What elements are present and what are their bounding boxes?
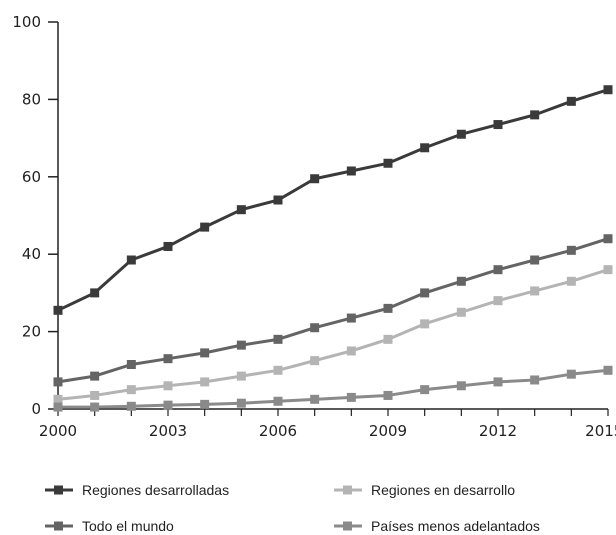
legend-label-paises-menos-adelantados: Países menos adelantados (371, 518, 540, 534)
y-tick-label: 60 (22, 168, 41, 186)
data-point (346, 392, 356, 402)
legend-swatch-regiones-desarrolladas (45, 485, 73, 495)
data-point (200, 399, 210, 409)
data-point (493, 377, 503, 387)
series-3 (53, 365, 613, 412)
series-line (58, 368, 609, 409)
y-tick-label: 0 (31, 400, 41, 418)
data-point (126, 385, 136, 395)
data-point (566, 369, 576, 379)
data-point (53, 377, 63, 387)
data-point (566, 96, 576, 106)
y-tick-label: 40 (22, 245, 41, 263)
y-axis: 0 20 40 60 80 100 (12, 13, 59, 418)
data-point (566, 245, 576, 255)
x-tick-label: 2009 (369, 422, 407, 440)
data-point (530, 255, 540, 265)
data-point (493, 296, 503, 306)
series-line (57, 268, 609, 401)
data-point (200, 377, 210, 387)
data-point (273, 334, 283, 344)
legend-label-todo-el-mundo: Todo el mundo (82, 518, 174, 534)
x-axis: 2000 2003 2006 2009 2012 2015* (39, 408, 616, 440)
data-point (420, 319, 430, 329)
legend-swatch-regiones-en-desarrollo (334, 485, 362, 495)
data-point (53, 394, 63, 404)
data-point (346, 313, 356, 323)
data-point (456, 129, 466, 139)
data-point (163, 354, 173, 364)
data-point (273, 365, 283, 375)
data-point (310, 394, 320, 404)
data-point (383, 334, 393, 344)
legend-label-regiones-desarrolladas: Regiones desarrolladas (82, 482, 230, 498)
y-tick-label: 80 (22, 90, 41, 108)
data-point (530, 110, 540, 120)
data-point (236, 371, 246, 381)
data-point (603, 265, 613, 275)
legend-label-regiones-en-desarrollo: Regiones en desarrollo (371, 482, 515, 498)
legend-swatch-todo-el-mundo (45, 521, 73, 531)
data-point (236, 340, 246, 350)
data-point (90, 371, 100, 381)
data-point (163, 381, 173, 391)
data-point (456, 276, 466, 286)
data-point (53, 402, 63, 412)
data-point (383, 158, 393, 168)
y-tick-label: 20 (22, 323, 41, 341)
data-point (200, 348, 210, 358)
data-point (603, 365, 613, 375)
data-point (90, 390, 100, 400)
data-point (493, 120, 503, 130)
data-point (273, 195, 283, 205)
data-point (530, 375, 540, 385)
series-line (57, 237, 609, 384)
x-tick-label: 2006 (259, 422, 297, 440)
data-point (420, 143, 430, 153)
series-lines (53, 85, 613, 412)
series-line (57, 88, 609, 312)
data-point (310, 323, 320, 333)
data-point (566, 276, 576, 286)
x-tick-label: 2000 (39, 422, 77, 440)
data-point (383, 303, 393, 313)
data-point (310, 174, 320, 184)
series-0 (53, 85, 613, 315)
data-point (346, 346, 356, 356)
x-tick-label: 2012 (479, 422, 517, 440)
data-point (310, 356, 320, 366)
data-point (456, 307, 466, 317)
data-point (126, 359, 136, 369)
data-point (90, 288, 100, 298)
legend-swatch-paises-menos-adelantados (334, 521, 362, 531)
data-point (126, 255, 136, 265)
data-point (126, 401, 136, 411)
series-2 (53, 234, 613, 387)
data-point (163, 400, 173, 410)
series-1 (53, 265, 613, 404)
data-point (420, 288, 430, 298)
data-point (236, 205, 246, 215)
data-point (383, 390, 393, 400)
x-tick-label: 2003 (149, 422, 187, 440)
data-point (603, 234, 613, 244)
data-point (200, 222, 210, 232)
data-point (273, 396, 283, 406)
data-point (456, 381, 466, 391)
data-point (163, 241, 173, 251)
data-point (493, 265, 503, 275)
x-tick-label: 2015* (585, 422, 616, 440)
data-point (530, 286, 540, 296)
data-point (236, 398, 246, 408)
data-point (346, 166, 356, 176)
data-point (53, 305, 63, 315)
data-point (603, 85, 613, 95)
y-tick-label: 100 (12, 13, 41, 31)
data-point (420, 385, 430, 395)
data-point (90, 402, 100, 412)
